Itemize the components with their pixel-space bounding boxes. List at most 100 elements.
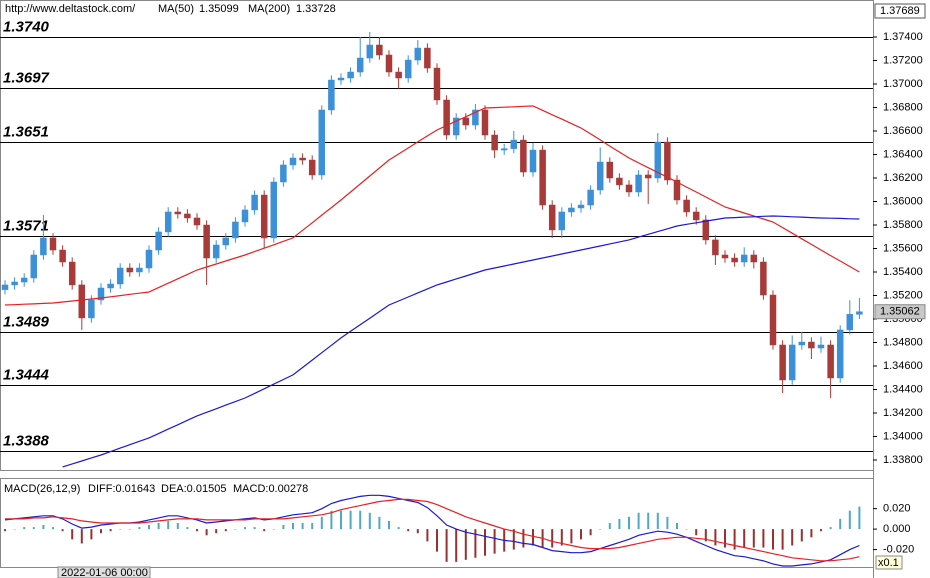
macd-bar [493, 529, 496, 554]
macd-bar [388, 520, 390, 530]
macd-bar [724, 529, 726, 548]
last-price-label: 1.35062 [880, 306, 920, 318]
macd-bar [330, 510, 333, 530]
macd-bar [666, 516, 669, 530]
candle-body [126, 267, 134, 273]
candle-body [193, 217, 201, 226]
candle-body [404, 59, 412, 79]
candle-body [731, 257, 738, 263]
macd-bar [263, 529, 266, 532]
candle-body [654, 141, 662, 179]
candle-body [558, 211, 566, 231]
candle-body [529, 149, 537, 173]
macd-bar [858, 506, 861, 530]
candle-body [260, 194, 268, 239]
candle-body [702, 219, 710, 241]
macd-bar [215, 529, 218, 534]
macd-bar [176, 522, 179, 530]
source-url: http://www.deltastock.com/ [5, 3, 136, 15]
y-tick-label: 1.34200 [883, 407, 923, 419]
ma-line [62, 215, 860, 468]
y-tick-label: 1.36000 [883, 195, 923, 207]
macd-bar [234, 529, 237, 530]
y-tick-label: 1.36600 [883, 125, 923, 137]
macd-bar [445, 529, 448, 562]
candle-body [577, 204, 585, 209]
y-tick-label: 1.34000 [883, 430, 923, 442]
macd-bar [484, 529, 486, 556]
macd-bar [359, 510, 362, 530]
candle-body [481, 109, 489, 136]
macd-bar [244, 527, 246, 530]
macd-bar [340, 510, 342, 530]
y-tick-label: 1.34600 [883, 360, 923, 372]
candle-body [827, 344, 834, 379]
macd-bar [292, 522, 294, 530]
candle-body [808, 341, 815, 349]
macd-bar [52, 527, 54, 530]
candle-body [40, 237, 47, 256]
candle-body [20, 277, 28, 283]
macd-bar [42, 525, 45, 530]
y-tick-label: 0.000 [883, 523, 911, 535]
macd-bar [628, 516, 630, 530]
ma-line [4, 105, 860, 306]
macd-bar [186, 527, 189, 530]
candle-body [817, 344, 825, 349]
candle-body [606, 161, 614, 179]
macd-bar [23, 527, 26, 530]
candle-body [30, 254, 38, 279]
macd-bar [551, 529, 554, 548]
candle-body [222, 237, 230, 246]
level-label: 1.3651 [3, 123, 49, 140]
candle-body [539, 149, 546, 206]
candle-body [452, 117, 460, 136]
macd-bar [61, 529, 64, 532]
macd-bar [128, 529, 131, 530]
candle-body [212, 244, 220, 259]
y-tick-label: 1.35400 [883, 266, 923, 278]
candle-body [769, 294, 777, 346]
macd-bar [320, 516, 323, 530]
macd-bar [157, 522, 160, 530]
candle-body [299, 157, 306, 161]
candle-body [721, 254, 729, 259]
macd-bar [349, 510, 352, 530]
candle-body [644, 174, 652, 179]
y-tick-label: -0.020 [883, 543, 914, 555]
macd-bar [71, 529, 74, 540]
macd-line [4, 494, 860, 567]
candle-body [366, 44, 374, 59]
macd-line [5, 498, 860, 562]
cursor-time-box [57, 566, 151, 578]
candle-body [145, 249, 153, 269]
macd-bar [196, 529, 198, 532]
macd-bar [695, 529, 698, 536]
macd-bar [282, 525, 285, 530]
candle-body [846, 314, 854, 331]
candle-body [155, 231, 162, 251]
last-price-box [874, 304, 926, 320]
candle-body [356, 57, 364, 73]
macd-bar [608, 522, 611, 530]
scale-box [875, 555, 903, 570]
macd-bar [90, 529, 93, 540]
candle-body [424, 47, 431, 69]
candle-body [683, 199, 690, 213]
legend-value: 1.35099 [199, 3, 239, 15]
candle-body [337, 77, 345, 81]
candle-body [88, 299, 95, 319]
candle-body [798, 341, 806, 346]
macd-bar [167, 520, 170, 530]
macd-bar [13, 529, 16, 530]
macd-bar [397, 527, 400, 530]
macd-bar [560, 529, 563, 546]
macd-bar [848, 510, 851, 530]
candle-body [635, 174, 642, 193]
candle-body [750, 254, 758, 263]
macd-bar [647, 512, 650, 530]
candle-body [433, 67, 441, 101]
candle-body [289, 157, 297, 166]
macd-bar [378, 516, 381, 530]
